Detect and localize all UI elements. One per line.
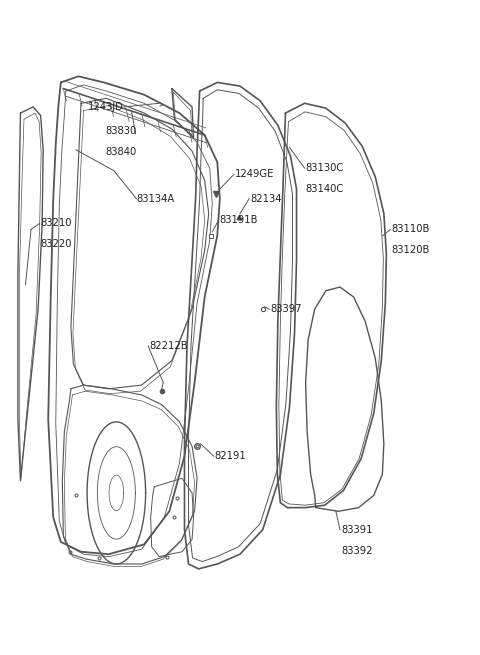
Text: 83134A: 83134A <box>136 194 175 204</box>
Text: 83140C: 83140C <box>306 184 344 194</box>
Text: 1249GE: 1249GE <box>235 170 275 179</box>
Text: 83391: 83391 <box>341 525 372 534</box>
Text: 83110B: 83110B <box>391 225 430 234</box>
Text: 83191B: 83191B <box>220 215 258 225</box>
Text: 82191: 82191 <box>215 451 247 461</box>
Text: 83830: 83830 <box>105 126 136 136</box>
Text: 83120B: 83120B <box>391 246 430 255</box>
Text: 83210: 83210 <box>41 218 72 229</box>
Text: 83840: 83840 <box>105 147 136 157</box>
Text: 83397: 83397 <box>270 304 302 314</box>
Text: 82212B: 82212B <box>149 341 188 351</box>
Text: 83392: 83392 <box>341 546 372 555</box>
Text: 1243JD: 1243JD <box>88 102 124 112</box>
Text: 82134: 82134 <box>250 194 282 204</box>
Text: 83220: 83220 <box>41 239 72 249</box>
Text: 83130C: 83130C <box>306 163 344 173</box>
